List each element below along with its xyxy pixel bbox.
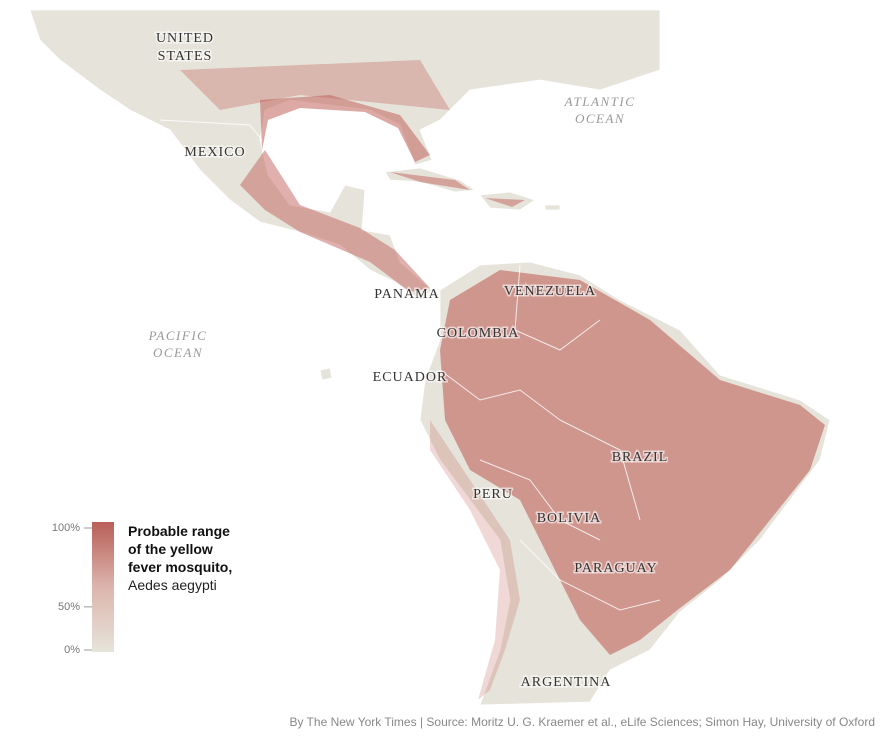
ocean-label: PACIFIC (148, 328, 208, 343)
country-label: UNITED (156, 31, 214, 46)
land (29, 9, 831, 706)
legend-gradient (92, 522, 114, 652)
legend-species: Aedes aegypti (128, 577, 217, 593)
country-label: ARGENTINA (521, 675, 612, 690)
legend-tick-label: 0% (64, 644, 80, 656)
legend: 100% 50% 0% Probable range of the yellow feve… (52, 522, 232, 656)
legend-title: fever mosquito, (128, 559, 232, 575)
country-label: ECUADOR (373, 370, 448, 385)
legend-tick-label: 100% (52, 522, 80, 534)
legend-title: of the yellow (128, 541, 213, 557)
country-label: PARAGUAY (574, 561, 657, 576)
legend-tick-label: 50% (58, 601, 80, 613)
borders (159, 119, 661, 611)
country-label: STATES (158, 49, 213, 64)
galapagos (319, 367, 333, 381)
puerto-rico (544, 204, 561, 211)
ocean-label: ATLANTIC (564, 94, 636, 109)
country-label: COLOMBIA (437, 326, 520, 341)
country-label: PANAMA (374, 287, 439, 302)
country-label: MEXICO (184, 145, 245, 160)
range (180, 60, 825, 700)
north-america (29, 9, 661, 301)
country-label: VENEZUELA (504, 284, 596, 299)
labels: UNITED STATES MEXICO ATLANTIC OCEAN PACI… (148, 30, 669, 692)
country-label: BRAZIL (612, 450, 669, 465)
country-label: PERU (473, 487, 513, 502)
legend-title: Probable range (128, 523, 230, 539)
credit: By The New York Times | Source: Moritz U… (289, 715, 875, 729)
country-label: BOLIVIA (537, 511, 602, 526)
ocean-label: OCEAN (575, 111, 625, 126)
ocean-label: OCEAN (153, 345, 203, 360)
